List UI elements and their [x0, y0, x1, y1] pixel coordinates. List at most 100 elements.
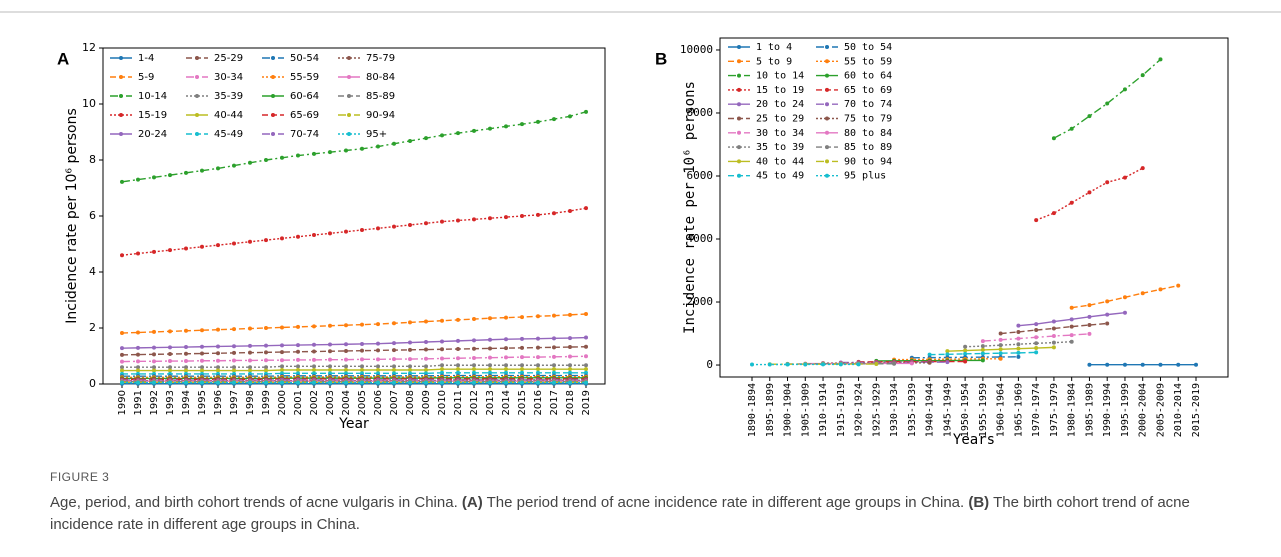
caption-part: The birth cohort trend of acne incidence… — [50, 494, 1190, 533]
panel-letter: A — [57, 49, 69, 68]
data-point — [408, 320, 412, 325]
data-point — [456, 131, 460, 136]
data-point — [392, 341, 396, 346]
data-point — [120, 179, 124, 184]
data-point — [200, 328, 204, 333]
data-point — [1087, 314, 1092, 319]
series-line — [122, 374, 586, 377]
x-tick-label: 1915-1919 — [836, 383, 847, 437]
data-point — [280, 380, 284, 385]
data-point — [504, 337, 508, 342]
data-point — [488, 126, 492, 131]
data-point — [584, 109, 588, 114]
data-point — [200, 380, 204, 385]
data-point — [980, 347, 985, 352]
data-point — [1176, 362, 1181, 367]
data-point — [408, 368, 412, 372]
data-point — [344, 342, 348, 347]
data-point — [568, 367, 572, 372]
data-point — [264, 343, 268, 348]
data-point — [376, 364, 380, 369]
data-point — [136, 368, 140, 373]
data-point — [821, 362, 826, 367]
x-tick-label: 1993 — [165, 390, 176, 415]
y-tick-label: 10000 — [680, 43, 713, 56]
data-point — [328, 357, 332, 362]
data-point — [456, 380, 460, 385]
data-point — [472, 367, 476, 372]
legend-marker — [825, 102, 829, 107]
data-point — [376, 341, 380, 346]
data-point — [232, 368, 236, 373]
data-point — [152, 365, 156, 370]
data-point — [488, 380, 492, 385]
data-point — [456, 367, 460, 372]
data-point — [1034, 335, 1039, 340]
x-tick-label: 1985-1989 — [1084, 383, 1095, 437]
data-point — [1034, 218, 1039, 223]
data-point — [280, 368, 284, 372]
data-point — [1069, 200, 1074, 205]
data-point — [584, 206, 588, 211]
data-point — [1140, 73, 1145, 78]
x-tick-label: 2006 — [373, 390, 384, 415]
data-point — [184, 345, 188, 350]
data-point — [200, 351, 204, 356]
data-point — [296, 349, 300, 354]
data-point — [168, 329, 172, 334]
data-point — [136, 330, 140, 335]
data-point — [168, 359, 172, 364]
legend-label: 1-4 — [138, 53, 154, 64]
x-tick-label: 2015-2019 — [1191, 383, 1202, 437]
legend-label: 50-54 — [290, 53, 319, 64]
data-point — [1122, 295, 1127, 300]
data-point — [344, 323, 348, 328]
data-point — [392, 357, 396, 362]
data-point — [312, 342, 316, 347]
data-point — [584, 367, 588, 372]
data-point — [456, 338, 460, 343]
data-point — [504, 346, 508, 351]
series-line — [122, 372, 586, 375]
data-point — [184, 359, 188, 364]
data-point — [552, 313, 556, 318]
data-point — [328, 231, 332, 236]
data-point — [536, 380, 540, 385]
data-point — [168, 352, 172, 357]
x-tick-label: 2010 — [437, 390, 448, 415]
data-point — [424, 340, 428, 344]
data-point — [1051, 334, 1056, 339]
data-point — [504, 215, 508, 220]
data-point — [152, 368, 156, 373]
x-tick-label: 2016 — [533, 390, 544, 415]
data-point — [520, 122, 524, 127]
legend-label: 45 to 49 — [756, 171, 804, 182]
legend-marker — [347, 113, 351, 117]
data-point — [1105, 180, 1110, 185]
data-point — [248, 380, 252, 385]
x-tick-label: 1991 — [133, 390, 144, 415]
data-point — [248, 365, 252, 370]
panel-letter: B — [655, 49, 667, 68]
legend-label: 55-59 — [290, 72, 319, 83]
data-point — [568, 354, 572, 359]
data-point — [424, 364, 428, 369]
data-point — [1051, 340, 1056, 345]
data-point — [280, 236, 284, 241]
data-point — [264, 158, 268, 162]
data-point — [248, 358, 252, 363]
data-point — [136, 359, 140, 364]
legend-marker — [119, 75, 123, 79]
data-point — [440, 363, 444, 368]
data-point — [280, 364, 284, 369]
x-tick-label: 1945-1949 — [942, 383, 953, 437]
data-point — [264, 326, 268, 330]
series-line — [1053, 58, 1161, 139]
data-point — [536, 370, 540, 375]
legend-marker — [271, 56, 275, 60]
data-point — [120, 380, 124, 385]
data-point — [1069, 333, 1074, 338]
data-point — [584, 344, 588, 349]
x-tick-label: 2008 — [405, 390, 416, 415]
x-tick-label: 1930-1934 — [889, 383, 900, 437]
